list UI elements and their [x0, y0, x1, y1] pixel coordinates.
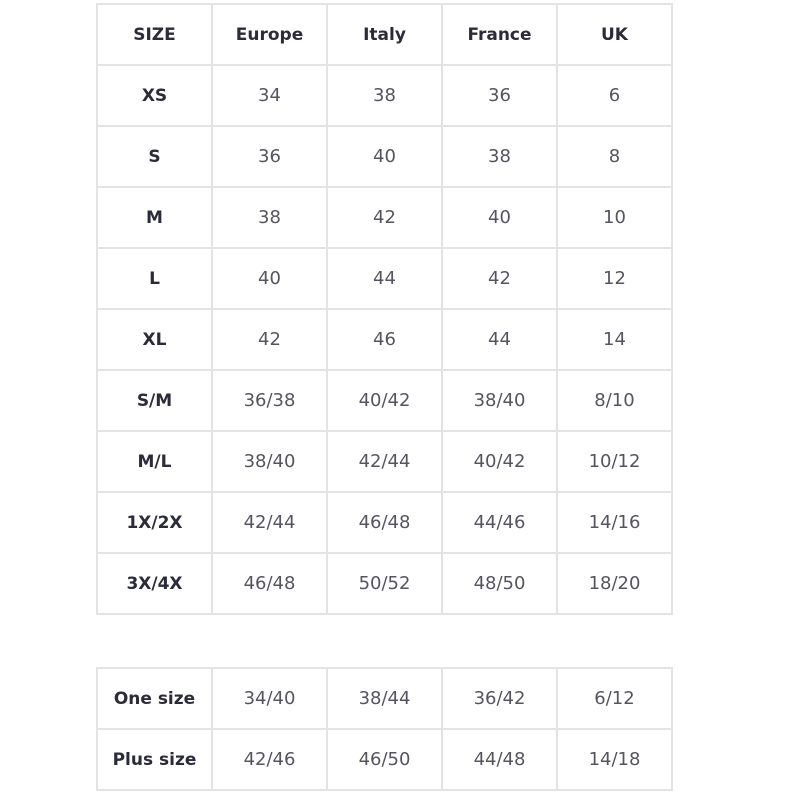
size-value-cell: 36/42 — [441, 667, 558, 730]
size-value-cell: 40 — [211, 247, 328, 310]
column-header: France — [441, 3, 558, 66]
size-value-cell: 42 — [441, 247, 558, 310]
size-label-cell: XL — [96, 308, 213, 371]
size-value-cell: 44/48 — [441, 728, 558, 791]
size-value-cell: 48/50 — [441, 552, 558, 615]
size-label-cell: L — [96, 247, 213, 310]
size-label-cell: 3X/4X — [96, 552, 213, 615]
size-value-cell: 40 — [441, 186, 558, 249]
size-value-cell: 36 — [441, 64, 558, 127]
size-value-cell: 38 — [211, 186, 328, 249]
table-row: 1X/2X 42/44 46/48 44/46 14/16 — [96, 491, 673, 554]
size-value-cell: 42/44 — [211, 491, 328, 554]
size-value-cell: 40/42 — [326, 369, 443, 432]
one-plus-size-table: One size 34/40 38/44 36/42 6/12 Plus size 42/4… — [96, 667, 673, 791]
size-label-cell: XS — [96, 64, 213, 127]
size-value-cell: 42 — [211, 308, 328, 371]
size-value-cell: 14 — [556, 308, 673, 371]
size-label-cell: S/M — [96, 369, 213, 432]
size-label-cell: 1X/2X — [96, 491, 213, 554]
size-value-cell: 14/16 — [556, 491, 673, 554]
table-row: S/M 36/38 40/42 38/40 8/10 — [96, 369, 673, 432]
size-label-cell: S — [96, 125, 213, 188]
size-value-cell: 40 — [326, 125, 443, 188]
size-value-cell: 50/52 — [326, 552, 443, 615]
column-header: SIZE — [96, 3, 213, 66]
size-value-cell: 46/48 — [211, 552, 328, 615]
size-value-cell: 38 — [441, 125, 558, 188]
table-row: 3X/4X 46/48 50/52 48/50 18/20 — [96, 552, 673, 615]
size-value-cell: 40/42 — [441, 430, 558, 493]
size-value-cell: 10/12 — [556, 430, 673, 493]
size-label-cell: Plus size — [96, 728, 213, 791]
size-chart-table: SIZE Europe Italy France UK XS 34 38 36 6 S 36 40 38 8… — [96, 3, 673, 615]
size-value-cell: 38/44 — [326, 667, 443, 730]
table-row: XL 42 46 44 14 — [96, 308, 673, 371]
size-value-cell: 44 — [441, 308, 558, 371]
size-value-cell: 6 — [556, 64, 673, 127]
size-value-cell: 8/10 — [556, 369, 673, 432]
size-value-cell: 44 — [326, 247, 443, 310]
size-value-cell: 42/44 — [326, 430, 443, 493]
size-value-cell: 46 — [326, 308, 443, 371]
table-row: One size 34/40 38/44 36/42 6/12 — [96, 667, 673, 730]
size-value-cell: 38 — [326, 64, 443, 127]
size-value-cell: 46/48 — [326, 491, 443, 554]
column-header: UK — [556, 3, 673, 66]
table-row: S 36 40 38 8 — [96, 125, 673, 188]
size-value-cell: 18/20 — [556, 552, 673, 615]
size-value-cell: 36 — [211, 125, 328, 188]
size-value-cell: 10 — [556, 186, 673, 249]
size-value-cell: 44/46 — [441, 491, 558, 554]
table-row: L 40 44 42 12 — [96, 247, 673, 310]
size-value-cell: 36/38 — [211, 369, 328, 432]
column-header: Europe — [211, 3, 328, 66]
size-value-cell: 12 — [556, 247, 673, 310]
table-row: Plus size 42/46 46/50 44/48 14/18 — [96, 728, 673, 791]
table-row: XS 34 38 36 6 — [96, 64, 673, 127]
size-value-cell: 42/46 — [211, 728, 328, 791]
size-value-cell: 38/40 — [441, 369, 558, 432]
size-label-cell: M/L — [96, 430, 213, 493]
table-row: M 38 42 40 10 — [96, 186, 673, 249]
size-value-cell: 42 — [326, 186, 443, 249]
size-value-cell: 34 — [211, 64, 328, 127]
size-label-cell: One size — [96, 667, 213, 730]
header-row: SIZE Europe Italy France UK — [96, 3, 673, 66]
size-value-cell: 14/18 — [556, 728, 673, 791]
size-value-cell: 6/12 — [556, 667, 673, 730]
size-label-cell: M — [96, 186, 213, 249]
table-row: M/L 38/40 42/44 40/42 10/12 — [96, 430, 673, 493]
size-value-cell: 38/40 — [211, 430, 328, 493]
column-header: Italy — [326, 3, 443, 66]
size-value-cell: 34/40 — [211, 667, 328, 730]
size-value-cell: 46/50 — [326, 728, 443, 791]
size-value-cell: 8 — [556, 125, 673, 188]
